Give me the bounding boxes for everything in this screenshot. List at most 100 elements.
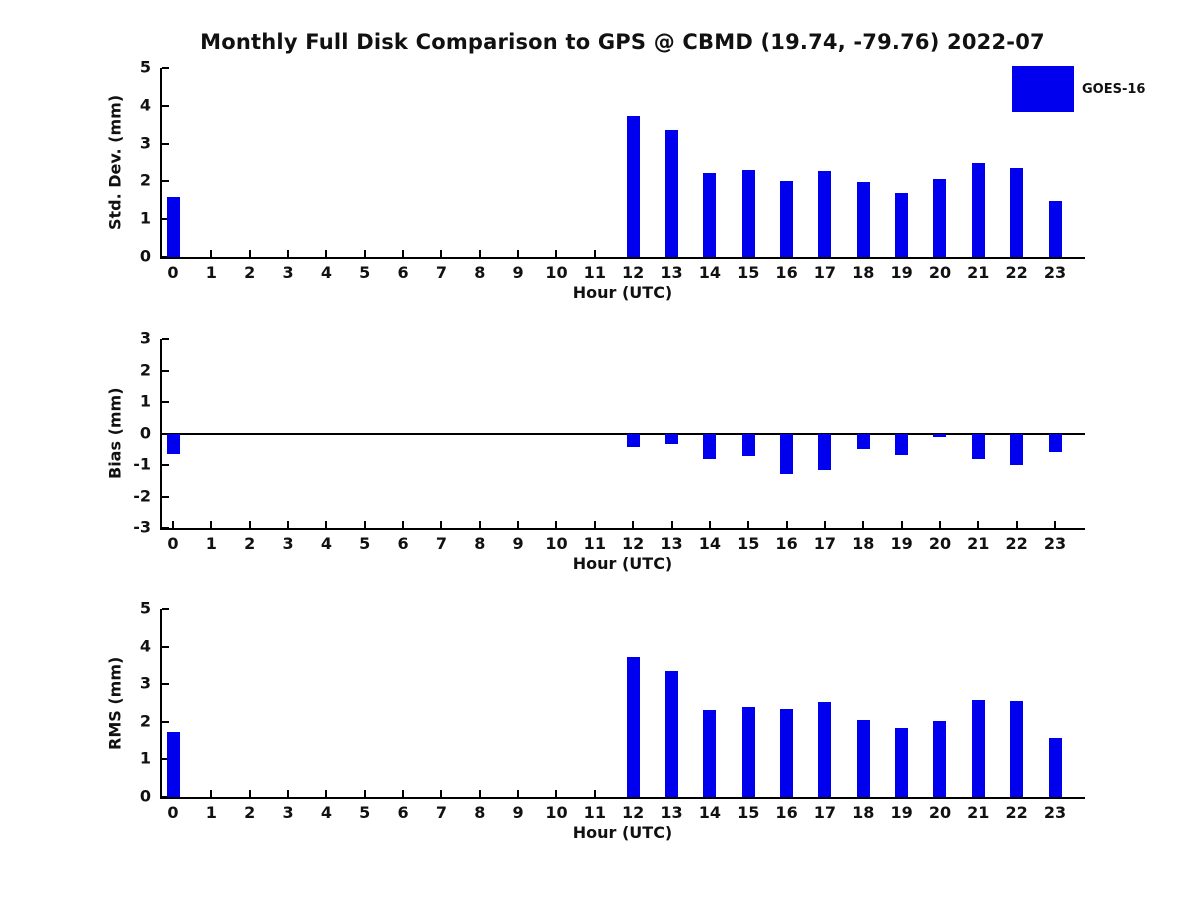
x-tick-label-hour-11: 11 (583, 534, 606, 553)
y-tick-3 (162, 683, 169, 686)
x-tick-hour-7 (440, 790, 443, 797)
bar-hour-23 (1048, 433, 1062, 452)
bar-hour-13 (665, 433, 679, 444)
bar-hour-22 (1010, 167, 1024, 257)
x-tick-label-hour-12: 12 (622, 534, 645, 553)
x-tick-label-hour-11: 11 (583, 263, 606, 282)
x-tick-label-hour-0: 0 (167, 534, 179, 553)
x-tick-label-hour-20: 20 (928, 263, 952, 282)
y-tick-label-0: 0 (139, 246, 151, 266)
y-tick-label-3: 3 (139, 673, 151, 693)
rms-plot-area: 0 1 2 3 4 5 0 1 2 3 4 5 6 7 8 9 10 11 12 13 14 15 16 17 18 19 20 21… (140, 600, 1085, 821)
bar-hour-23 (1048, 201, 1062, 257)
y-tick--2 (162, 495, 169, 498)
y-tick-0 (162, 796, 169, 798)
x-tick-label-hour-19: 19 (890, 803, 913, 822)
bar-hour-15 (741, 706, 755, 797)
y-tick-label-4: 4 (139, 635, 151, 655)
x-tick-label-hour-1: 1 (205, 263, 217, 282)
x-tick-label-hour-7: 7 (435, 803, 447, 822)
x-tick-label-hour-21: 21 (967, 263, 990, 282)
y-tick-2 (162, 369, 169, 372)
x-tick-label-hour-23: 23 (1043, 534, 1067, 553)
x-tick-hour-3 (287, 250, 290, 257)
bar-hour-0 (166, 732, 180, 797)
y-tick-1 (162, 401, 169, 403)
x-tick-label-hour-14: 14 (698, 534, 721, 553)
y-tick-3 (162, 142, 169, 145)
bar-hour-19 (895, 192, 909, 257)
legend: GOES-16 (1012, 66, 1145, 112)
x-tick-label-hour-15: 15 (737, 263, 760, 282)
y-tick-label-2: 2 (139, 359, 151, 379)
x-tick-label-hour-4: 4 (320, 803, 332, 822)
bar-hour-12 (626, 433, 640, 447)
bar-hour-0 (166, 196, 180, 257)
x-tick-hour-9 (517, 250, 520, 257)
x-tick-label-hour-2: 2 (244, 534, 256, 553)
x-tick-hour-1 (210, 250, 213, 257)
x-tick-label-hour-12: 12 (622, 803, 645, 822)
bar-hour-20 (933, 433, 947, 437)
x-tick-label-hour-11: 11 (583, 803, 606, 822)
x-tick-label-hour-13: 13 (660, 263, 683, 282)
y-tick-label-1: 1 (139, 391, 151, 411)
x-tick-hour-21 (977, 521, 980, 528)
x-tick-hour-6 (402, 250, 405, 257)
bar-hour-13 (665, 129, 679, 257)
x-tick-hour-8 (478, 790, 481, 797)
x-tick-hour-2 (248, 790, 251, 797)
x-tick-label-hour-6: 6 (397, 263, 409, 282)
x-axis-label-bias: Hour (UTC) (572, 554, 673, 573)
x-tick-label-hour-0: 0 (167, 263, 179, 282)
bar-hour-16 (780, 708, 794, 797)
x-tick-hour-9 (517, 521, 520, 528)
x-tick-label-hour-9: 9 (512, 534, 524, 553)
x-tick-label-hour-14: 14 (698, 803, 721, 822)
y-tick-0 (162, 256, 169, 258)
x-tick-label-hour-13: 13 (660, 534, 683, 553)
x-tick-hour-5 (363, 250, 366, 257)
x-tick-label-hour-14: 14 (698, 263, 721, 282)
x-tick-label-hour-3: 3 (282, 263, 294, 282)
y-tick-label-0: 0 (139, 422, 151, 442)
x-tick-label-hour-19: 19 (890, 263, 913, 282)
y-tick-1 (162, 758, 169, 761)
x-tick-hour-10 (555, 521, 558, 528)
x-tick-label-hour-22: 22 (1005, 534, 1028, 553)
x-tick-hour-8 (478, 250, 481, 257)
x-tick-hour-11 (593, 250, 596, 257)
legend-label: GOES-16 (1082, 81, 1146, 97)
y-tick-label-5: 5 (139, 57, 151, 77)
x-tick-label-hour-10: 10 (545, 263, 568, 282)
bar-hour-16 (780, 433, 794, 474)
x-tick-label-hour-18: 18 (852, 263, 875, 282)
x-tick-label-hour-20: 20 (928, 534, 952, 553)
x-tick-label-hour-15: 15 (737, 803, 760, 822)
x-tick-label-hour-23: 23 (1043, 263, 1067, 282)
x-tick-hour-11 (593, 521, 596, 528)
x-tick-hour-19 (900, 521, 903, 528)
y-tick-label-0: 0 (139, 786, 151, 806)
bar-hour-0 (166, 433, 180, 454)
x-tick-label-hour-23: 23 (1043, 803, 1067, 822)
x-tick-label-hour-10: 10 (545, 534, 568, 553)
x-tick-label-hour-13: 13 (660, 803, 683, 822)
x-tick-label-hour-12: 12 (622, 263, 645, 282)
y-tick-label-5: 5 (139, 598, 151, 618)
x-tick-label-hour-2: 2 (244, 263, 256, 282)
bar-hour-15 (741, 433, 755, 457)
x-tick-label-hour-4: 4 (320, 534, 332, 553)
stddev-plot-area: 0 1 2 3 4 5 0 1 2 3 4 5 6 7 8 9 10 11 12 13 14 15 16 17 18 19 20 21… (140, 59, 1085, 281)
bar-hour-14 (703, 173, 717, 257)
x-tick-label-hour-9: 9 (512, 803, 524, 822)
bar-hour-20 (933, 178, 947, 257)
x-tick-hour-1 (210, 521, 213, 528)
bar-hour-22 (1010, 433, 1024, 465)
zero-line (162, 432, 1085, 435)
x-tick-hour-12 (632, 521, 635, 528)
x-tick-hour-22 (1015, 521, 1018, 528)
bar-hour-12 (626, 657, 640, 797)
x-tick-label-hour-6: 6 (397, 534, 409, 553)
